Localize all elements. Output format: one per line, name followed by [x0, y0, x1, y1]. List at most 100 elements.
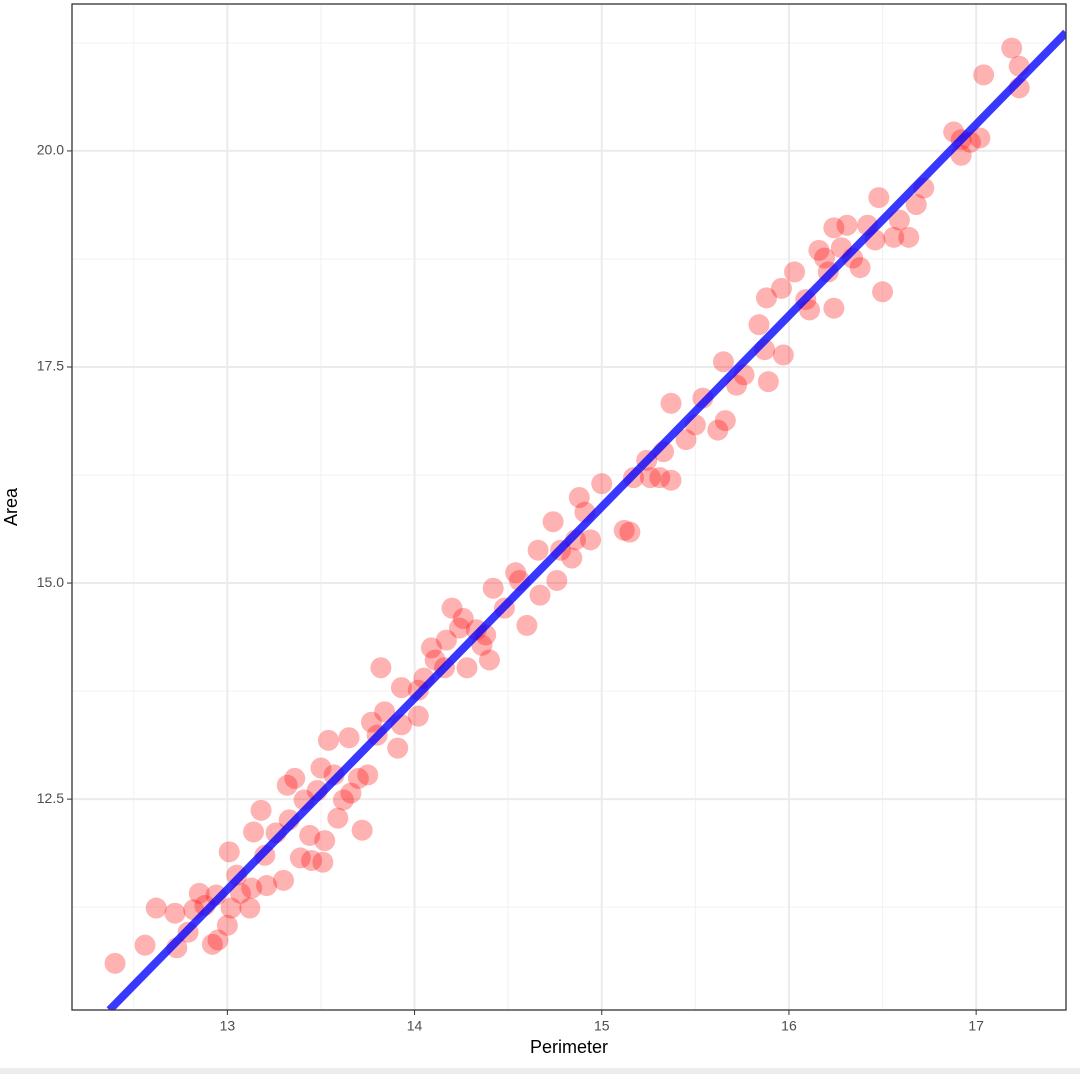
- point: [707, 419, 729, 441]
- point: [310, 757, 332, 779]
- point: [527, 539, 549, 561]
- point: [314, 830, 336, 852]
- point: [714, 410, 736, 432]
- point: [505, 562, 527, 584]
- x-tick-label: 14: [407, 1018, 423, 1034]
- panel-border: [71, 3, 1067, 1011]
- point: [424, 649, 446, 671]
- y-tick-label: 15.0: [37, 574, 64, 590]
- point: [772, 344, 794, 366]
- point: [420, 637, 442, 659]
- point: [516, 614, 538, 636]
- point: [849, 257, 871, 279]
- x-tick-label: 16: [781, 1018, 797, 1034]
- grid: [72, 4, 1066, 1010]
- point: [299, 824, 321, 846]
- point: [639, 467, 661, 489]
- point: [218, 841, 240, 863]
- point: [784, 261, 806, 283]
- point: [374, 701, 396, 723]
- point: [888, 209, 910, 231]
- point: [145, 897, 167, 919]
- point: [836, 214, 858, 236]
- x-tick-label: 15: [594, 1018, 610, 1034]
- point: [435, 629, 457, 651]
- point: [613, 519, 635, 541]
- point: [164, 902, 186, 924]
- point: [216, 914, 238, 936]
- x-tick-label: 13: [220, 1018, 236, 1034]
- point: [387, 737, 409, 759]
- point: [243, 821, 265, 843]
- point: [357, 764, 379, 786]
- point: [619, 521, 641, 543]
- point: [201, 933, 223, 955]
- point: [188, 882, 210, 904]
- marks: [104, 29, 1066, 1010]
- point: [546, 569, 568, 591]
- point: [770, 277, 792, 299]
- point: [973, 64, 995, 86]
- point: [250, 799, 272, 821]
- y-tick-label: 20.0: [37, 142, 64, 158]
- point: [649, 467, 671, 489]
- point: [207, 929, 229, 951]
- bottom-strip: [0, 1068, 1080, 1074]
- y-tick-label: 12.5: [37, 790, 64, 806]
- point: [239, 897, 261, 919]
- point: [591, 473, 613, 495]
- point: [969, 127, 991, 149]
- point: [441, 597, 463, 619]
- labels: 13 14 15 16 17 12.5 15.0 17.5 20.0: [37, 142, 984, 1034]
- point: [1001, 37, 1023, 59]
- trend-line: [106, 29, 1066, 1010]
- x-axis-title: Perimeter: [530, 1037, 608, 1057]
- point: [755, 287, 777, 309]
- point: [390, 677, 412, 699]
- point: [229, 882, 251, 904]
- point: [332, 789, 354, 811]
- point: [808, 239, 830, 261]
- point: [407, 705, 429, 727]
- point: [340, 782, 362, 804]
- point: [284, 767, 306, 789]
- point: [104, 952, 126, 974]
- point: [898, 226, 920, 248]
- point: [241, 877, 263, 899]
- point: [568, 486, 590, 508]
- y-tick-label: 17.5: [37, 358, 64, 374]
- point: [872, 281, 894, 303]
- point: [134, 934, 156, 956]
- point: [317, 729, 339, 751]
- point: [868, 187, 890, 209]
- point: [675, 429, 697, 451]
- point: [289, 847, 311, 869]
- point: [482, 577, 504, 599]
- point: [347, 767, 369, 789]
- point: [580, 529, 602, 551]
- point: [748, 314, 770, 336]
- point: [312, 851, 334, 873]
- point: [370, 657, 392, 679]
- point: [220, 897, 242, 919]
- x-tick-label: 17: [968, 1018, 984, 1034]
- point: [273, 869, 295, 891]
- point: [338, 727, 360, 749]
- point: [276, 774, 298, 796]
- point: [660, 469, 682, 491]
- point: [561, 547, 583, 569]
- point: [448, 617, 470, 639]
- point: [361, 711, 383, 733]
- point: [757, 371, 779, 393]
- point: [883, 226, 905, 248]
- point: [542, 511, 564, 533]
- y-axis-title: Area: [1, 487, 21, 526]
- point: [452, 607, 474, 629]
- point: [456, 657, 478, 679]
- point: [351, 819, 373, 841]
- point: [660, 392, 682, 414]
- point: [814, 247, 836, 269]
- point: [301, 849, 323, 871]
- point: [256, 875, 278, 897]
- point: [905, 194, 927, 216]
